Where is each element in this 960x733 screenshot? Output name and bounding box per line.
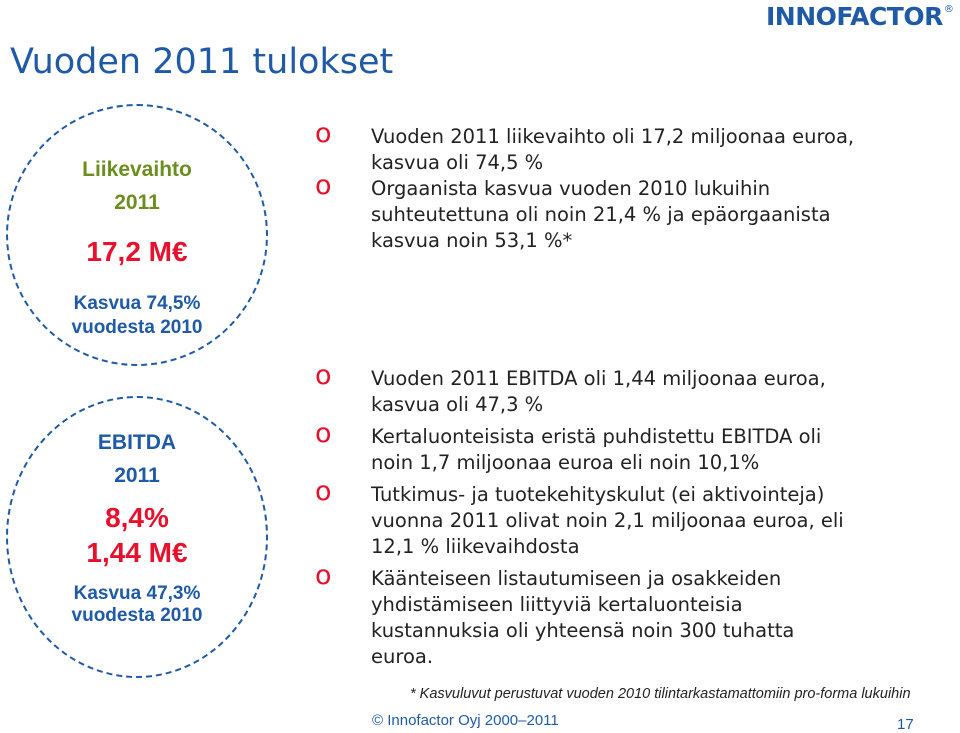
bullet-text: Vuoden 2011 EBITDA oli 1,44 miljoonaa eu… xyxy=(371,367,826,416)
ebitda-growth-since: vuodesta 2010 xyxy=(71,605,203,626)
footnote: * Kasvuluvut perustuvat vuoden 2010 tili… xyxy=(410,686,911,702)
revenue-growth: Kasvua 74,5% xyxy=(73,293,201,314)
list-item: o Vuoden 2011 liikevaihto oli 17,2 miljoo… xyxy=(315,118,855,176)
revenue-label: Liikevaihto xyxy=(82,158,192,181)
revenue-year: 2011 xyxy=(114,191,160,214)
ebitda-value: 1,44 M€ xyxy=(86,537,188,568)
list-item: o Kertaluonteisista eristä puhdistettu EB… xyxy=(315,418,855,476)
logo-text: INNOFACTOR xyxy=(766,2,943,31)
ebitda-year: 2011 xyxy=(114,464,160,487)
bullet-marker: o xyxy=(315,118,332,149)
list-item: o Vuoden 2011 EBITDA oli 1,44 miljoonaa e… xyxy=(315,360,855,418)
bullet-text: Vuoden 2011 liikevaihto oli 17,2 miljoon… xyxy=(371,125,855,174)
bullet-marker: o xyxy=(315,418,332,449)
bullet-marker: o xyxy=(315,360,332,391)
bullet-marker: o xyxy=(315,560,332,591)
copyright: © Innofactor Oyj 2000–2011 xyxy=(372,712,559,729)
revenue-circle: Liikevaihto 2011 17,2 M€ Kasvua 74,5% vu… xyxy=(6,104,268,366)
revenue-value: 17,2 M€ xyxy=(86,236,188,267)
ebitda-circle: EBITDA 2011 8,4% 1,44 M€ Kasvua 47,3% vu… xyxy=(6,396,268,678)
revenue-growth-since: vuodesta 2010 xyxy=(71,317,203,338)
registered-mark: ® xyxy=(943,4,954,15)
innofactor-logo: INNOFACTOR® xyxy=(766,2,954,31)
ebitda-percent: 8,4% xyxy=(105,502,169,533)
list-item: o Käänteiseen listautumiseen ja osakkeide… xyxy=(315,560,855,670)
bullet-text: Orgaanista kasvua vuoden 2010 lukuihin s… xyxy=(371,177,831,252)
bullet-text: Tutkimus- ja tuotekehityskulut (ei aktiv… xyxy=(371,483,844,558)
ebitda-growth: Kasvua 47,3% xyxy=(73,583,201,604)
bullet-text: Kertaluonteisista eristä puhdistettu EBI… xyxy=(371,425,822,474)
revenue-bullet-list: o Vuoden 2011 liikevaihto oli 17,2 miljoo… xyxy=(315,118,855,254)
page-number: 17 xyxy=(897,716,914,733)
bullet-marker: o xyxy=(315,170,332,201)
list-item: o Orgaanista kasvua vuoden 2010 lukuihin … xyxy=(315,170,855,254)
slide-title: Vuoden 2011 tulokset xyxy=(10,42,394,82)
bullet-marker: o xyxy=(315,476,332,507)
bullet-text: Käänteiseen listautumiseen ja osakkeiden… xyxy=(371,567,795,668)
ebitda-label: EBITDA xyxy=(97,431,177,454)
list-item: o Tutkimus- ja tuotekehityskulut (ei akti… xyxy=(315,476,855,560)
ebitda-bullet-list: o Vuoden 2011 EBITDA oli 1,44 miljoonaa e… xyxy=(315,360,855,676)
